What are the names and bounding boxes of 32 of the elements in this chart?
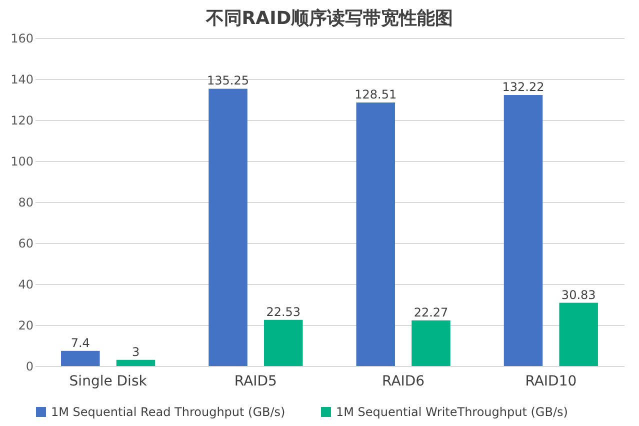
- data-label: 135.25: [207, 74, 250, 88]
- data-label: 132.22: [502, 80, 544, 94]
- y-tick-label: 80: [18, 196, 34, 210]
- data-label: 128.51: [354, 88, 397, 102]
- x-tick-label: RAID6: [382, 374, 425, 390]
- y-tick-label: 120: [10, 114, 34, 128]
- bar: [412, 320, 450, 366]
- y-tick-label: 100: [10, 154, 34, 168]
- legend-label: 1M Sequential WriteThroughput (GB/s): [336, 405, 568, 419]
- y-tick-label: 140: [10, 72, 34, 86]
- y-tick-label: 0: [26, 360, 34, 374]
- bar: [356, 102, 396, 366]
- data-label: 22.53: [266, 304, 301, 319]
- y-tick-label: 20: [18, 318, 34, 332]
- bar: [504, 94, 543, 366]
- data-label: 22.27: [414, 305, 448, 320]
- bar: [559, 302, 598, 366]
- y-tick-label: 40: [18, 278, 34, 292]
- y-tick-label: 160: [10, 32, 34, 46]
- x-tick-label: RAID10: [525, 374, 577, 390]
- x-tick-label: Single Disk: [69, 374, 148, 390]
- bar: [116, 360, 156, 366]
- data-label: 3: [132, 344, 140, 359]
- bar: [61, 350, 100, 366]
- bar: [208, 88, 248, 366]
- chart-title: 不同RAID顺序读写带宽性能图: [204, 8, 454, 29]
- bar: [264, 320, 303, 366]
- data-label: 7.4: [70, 336, 90, 350]
- y-tick-label: 60: [18, 236, 34, 250]
- x-tick-label: RAID5: [234, 374, 277, 390]
- data-label: 30.83: [561, 288, 596, 302]
- legend-label: 1M Sequential Read Throughput (GB/s): [51, 405, 286, 419]
